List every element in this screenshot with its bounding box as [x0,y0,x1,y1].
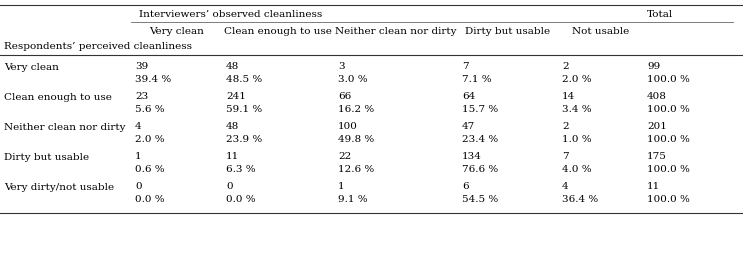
Text: 7: 7 [462,62,469,71]
Text: 100: 100 [338,122,358,131]
Text: 3: 3 [338,62,345,71]
Text: Dirty but usable: Dirty but usable [4,153,89,162]
Text: Neither clean nor dirty: Neither clean nor dirty [335,27,457,36]
Text: Very dirty/not usable: Very dirty/not usable [4,183,114,192]
Text: 11: 11 [226,152,239,161]
Text: 0.0 %: 0.0 % [226,195,256,204]
Text: 12.6 %: 12.6 % [338,165,374,174]
Text: Very clean: Very clean [149,27,204,36]
Text: Respondents’ perceived cleanliness: Respondents’ perceived cleanliness [4,42,192,51]
Text: 15.7 %: 15.7 % [462,105,499,114]
Text: 64: 64 [462,92,476,101]
Text: 1: 1 [135,152,142,161]
Text: 39: 39 [135,62,149,71]
Text: 0.0 %: 0.0 % [135,195,165,204]
Text: 2.0 %: 2.0 % [135,135,165,144]
Text: 14: 14 [562,92,575,101]
Text: 100.0 %: 100.0 % [647,135,690,144]
Text: 66: 66 [338,92,351,101]
Text: 3.0 %: 3.0 % [338,75,368,84]
Text: Very clean: Very clean [4,63,59,72]
Text: 201: 201 [647,122,667,131]
Text: 11: 11 [647,182,661,191]
Text: 36.4 %: 36.4 % [562,195,598,204]
Text: Interviewers’ observed cleanliness: Interviewers’ observed cleanliness [139,10,322,19]
Text: 2.0 %: 2.0 % [562,75,591,84]
Text: 2: 2 [562,122,568,131]
Text: 39.4 %: 39.4 % [135,75,171,84]
Text: 47: 47 [462,122,476,131]
Text: 134: 134 [462,152,482,161]
Text: 0: 0 [135,182,142,191]
Text: 100.0 %: 100.0 % [647,75,690,84]
Text: 4: 4 [135,122,142,131]
Text: 9.1 %: 9.1 % [338,195,368,204]
Text: 0: 0 [226,182,233,191]
Text: 100.0 %: 100.0 % [647,195,690,204]
Text: 175: 175 [647,152,667,161]
Text: 23.4 %: 23.4 % [462,135,499,144]
Text: 23.9 %: 23.9 % [226,135,262,144]
Text: 76.6 %: 76.6 % [462,165,499,174]
Text: 0.6 %: 0.6 % [135,165,165,174]
Text: 59.1 %: 59.1 % [226,105,262,114]
Text: 54.5 %: 54.5 % [462,195,499,204]
Text: Total: Total [647,10,673,19]
Text: 7: 7 [562,152,568,161]
Text: 1.0 %: 1.0 % [562,135,591,144]
Text: 4: 4 [562,182,568,191]
Text: Clean enough to use: Clean enough to use [4,93,112,102]
Text: 5.6 %: 5.6 % [135,105,165,114]
Text: 3.4 %: 3.4 % [562,105,591,114]
Text: 22: 22 [338,152,351,161]
Text: Clean enough to use: Clean enough to use [224,27,332,36]
Text: 1: 1 [338,182,345,191]
Text: 100.0 %: 100.0 % [647,105,690,114]
Text: 23: 23 [135,92,149,101]
Text: 100.0 %: 100.0 % [647,165,690,174]
Text: Not usable: Not usable [572,27,629,36]
Text: 4.0 %: 4.0 % [562,165,591,174]
Text: 241: 241 [226,92,246,101]
Text: 408: 408 [647,92,667,101]
Text: 16.2 %: 16.2 % [338,105,374,114]
Text: Neither clean nor dirty: Neither clean nor dirty [4,123,126,132]
Text: 48: 48 [226,62,239,71]
Text: 7.1 %: 7.1 % [462,75,492,84]
Text: 49.8 %: 49.8 % [338,135,374,144]
Text: Dirty but usable: Dirty but usable [465,27,551,36]
Text: 48: 48 [226,122,239,131]
Text: 2: 2 [562,62,568,71]
Text: 48.5 %: 48.5 % [226,75,262,84]
Text: 6: 6 [462,182,469,191]
Text: 6.3 %: 6.3 % [226,165,256,174]
Text: 99: 99 [647,62,661,71]
